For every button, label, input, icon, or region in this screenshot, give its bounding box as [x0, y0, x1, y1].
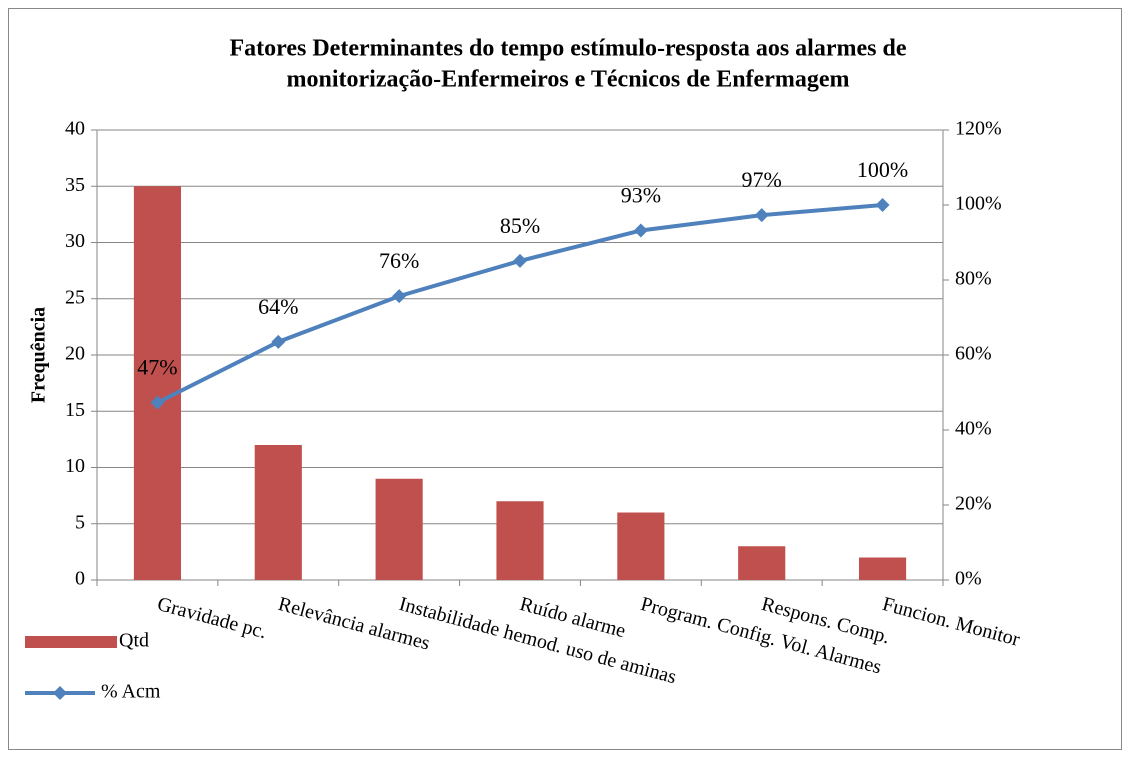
y2-tick-label: 120%	[955, 118, 1002, 140]
y-tick-label: 30	[65, 230, 85, 252]
y-tick-label: 5	[75, 511, 85, 533]
y2-tick-label: 60%	[955, 343, 992, 365]
y2-tick-label: 40%	[955, 418, 992, 440]
data-label: 64%	[258, 294, 298, 319]
data-label: 47%	[137, 355, 177, 380]
line-marker	[754, 208, 769, 223]
bar	[859, 557, 907, 580]
line-marker	[392, 289, 407, 304]
chart-title: Fatores Determinantes do tempo estímulo-…	[229, 36, 906, 62]
y-tick-label: 10	[65, 455, 85, 477]
y-tick-label: 40	[65, 118, 85, 140]
bar	[496, 501, 544, 580]
legend-swatch	[25, 636, 117, 648]
line-marker	[513, 253, 527, 268]
chart-title: monitorização-Enfermeiros e Técnicos de …	[287, 67, 850, 93]
y-tick-label: 15	[65, 399, 85, 421]
bar	[375, 478, 423, 580]
y-tick-label: 25	[65, 286, 85, 308]
data-label: 93%	[621, 183, 661, 208]
bar	[133, 186, 181, 580]
y2-tick-label: 80%	[955, 268, 992, 290]
y2-tick-label: 20%	[955, 493, 992, 515]
bar	[617, 512, 665, 580]
data-label: 100%	[857, 157, 908, 182]
y-tick-label: 35	[65, 174, 85, 196]
data-label: 76%	[379, 248, 419, 273]
y2-tick-label: 0%	[955, 568, 982, 590]
legend-marker	[53, 686, 67, 700]
data-label: 97%	[742, 167, 782, 192]
line-marker	[633, 223, 648, 238]
y-tick-label: 20	[65, 343, 85, 365]
bar	[738, 546, 786, 580]
line-marker	[271, 334, 286, 349]
bar	[254, 445, 302, 580]
legend-label: % Acm	[101, 681, 161, 703]
y2-tick-label: 100%	[955, 193, 1002, 215]
y-axis-title: Frequência	[28, 307, 50, 403]
data-label: 85%	[500, 213, 540, 238]
y-tick-label: 0	[75, 568, 85, 590]
chart-frame	[8, 8, 1122, 750]
legend-label: Qtd	[119, 630, 149, 652]
line-marker	[875, 198, 890, 212]
line-marker	[150, 395, 165, 410]
